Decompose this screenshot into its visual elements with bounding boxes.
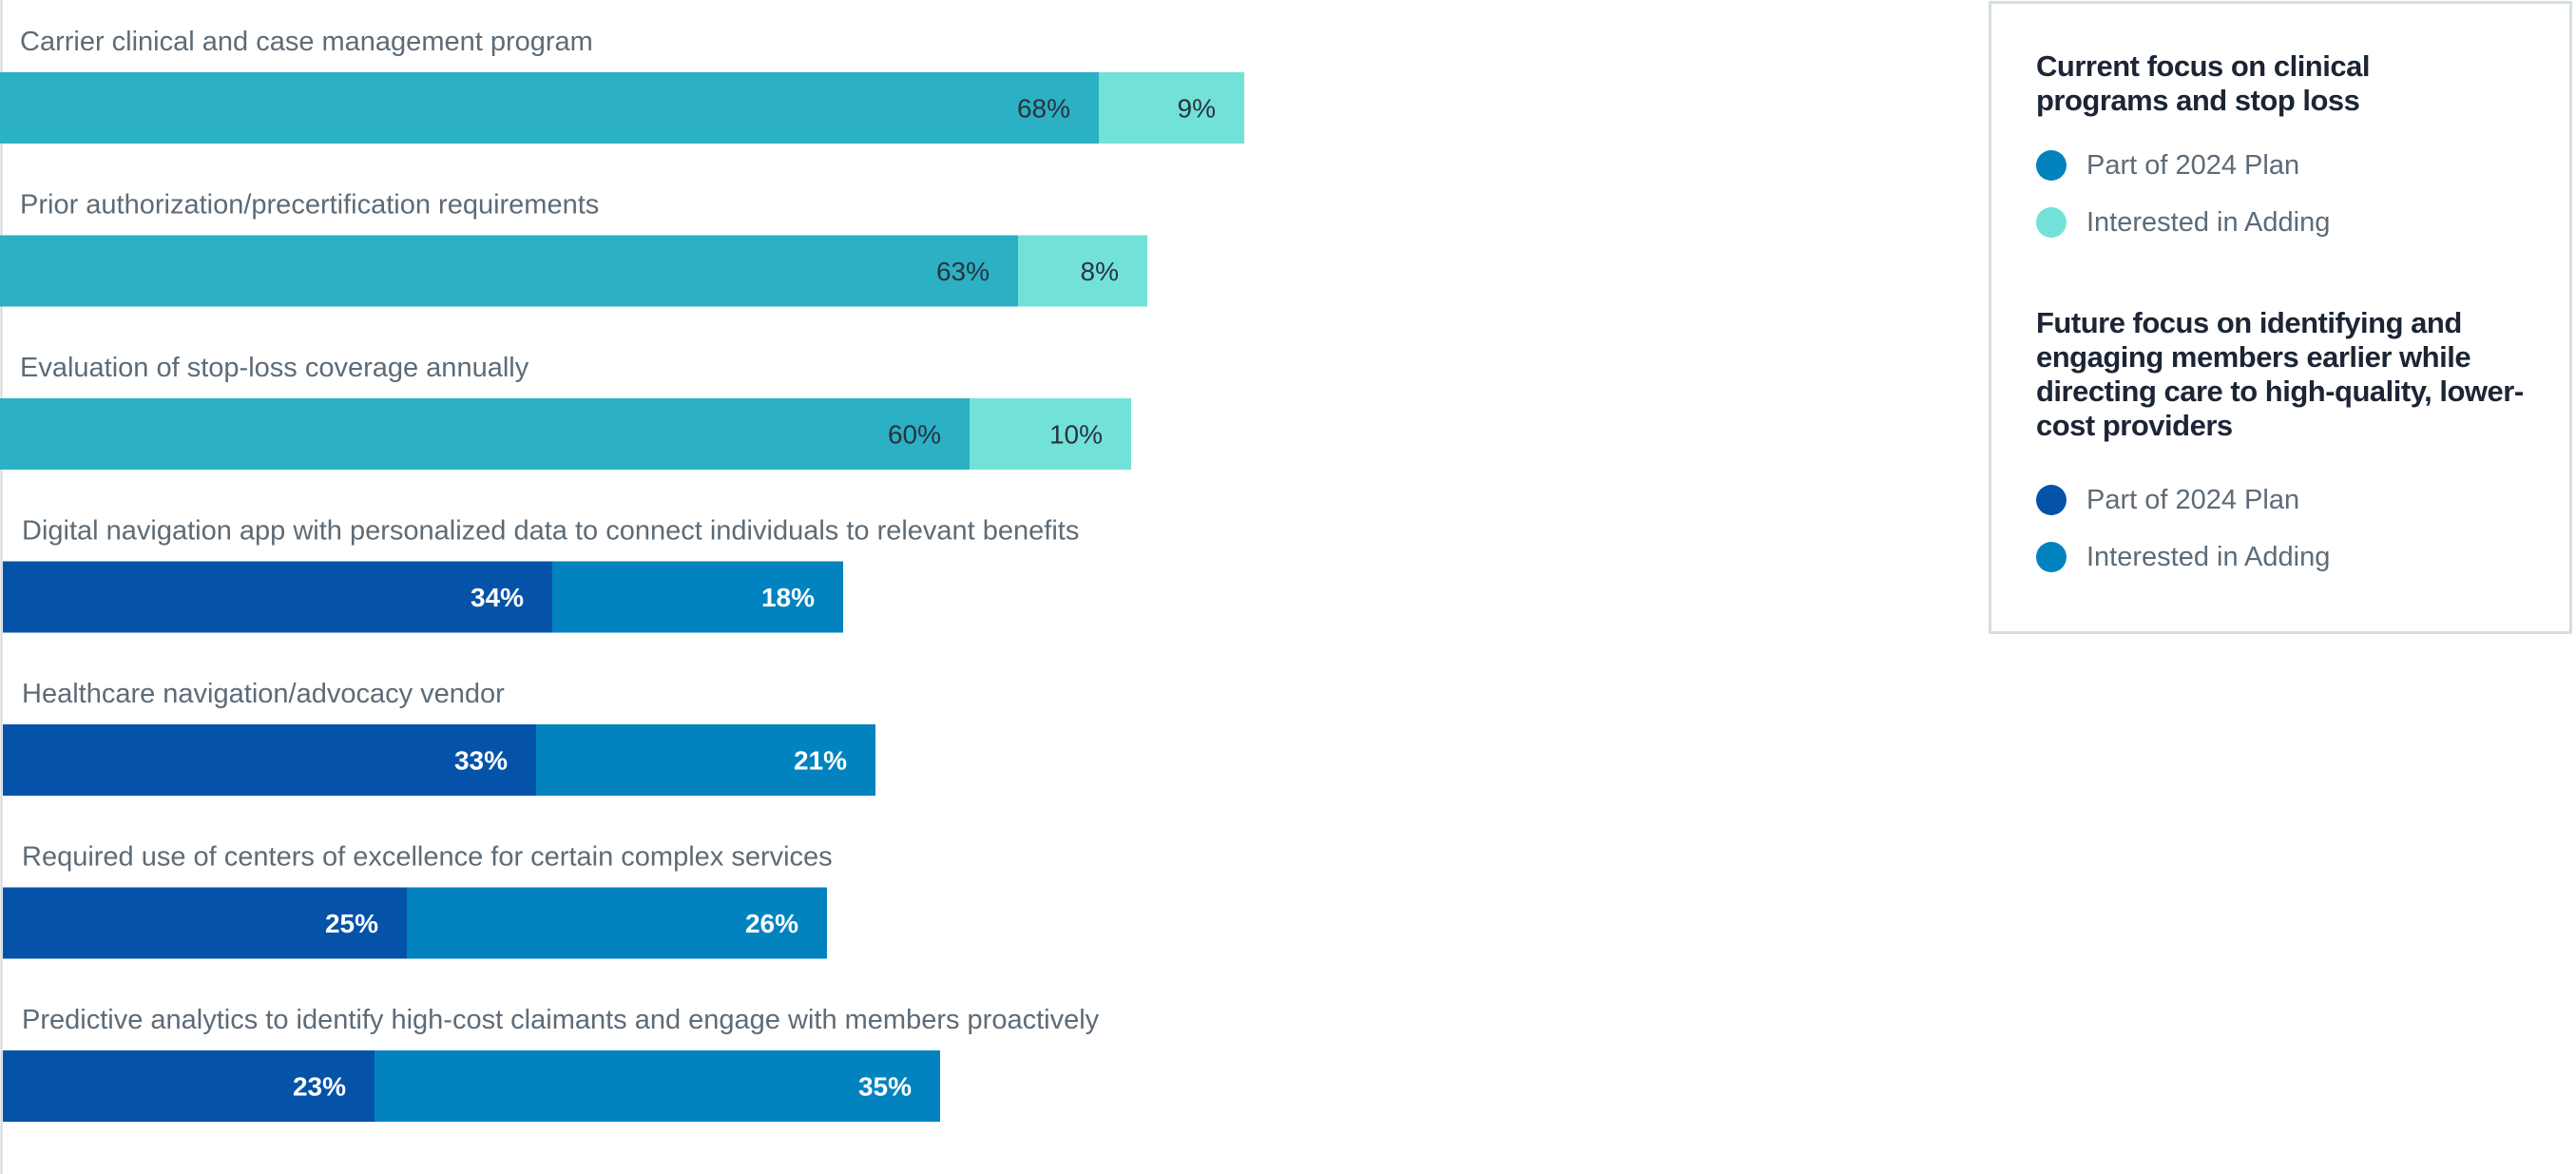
bar-part-of-plan: [0, 398, 970, 470]
legend-label: Interested in Adding: [2086, 541, 2331, 572]
legend-swatch-icon: [2036, 207, 2067, 238]
legend-group-current: Current focus on clinical programs and s…: [2036, 49, 2397, 251]
bar-value-label: 60%: [888, 420, 941, 450]
bar-value-label: 23%: [293, 1072, 346, 1102]
bar-value-label: 33%: [454, 746, 508, 776]
category-label: Predictive analytics to identify high-co…: [22, 1005, 1100, 1035]
bar-value-label: 26%: [745, 909, 798, 938]
category-label: Carrier clinical and case management pro…: [20, 27, 593, 57]
bar-interested-in-adding: [407, 887, 827, 959]
stacked-bar-chart: Carrier clinical and case management pro…: [0, 0, 1244, 1174]
category-label: Evaluation of stop-loss coverage annuall…: [20, 353, 529, 383]
legend-label: Interested in Adding: [2086, 206, 2331, 238]
bar-part-of-plan: [3, 1050, 375, 1122]
legend-item-future-interested: Interested in Adding: [2036, 529, 2530, 586]
bar-interested-in-adding: [375, 1050, 940, 1122]
bar-part-of-plan: [3, 724, 536, 796]
legend-label: Part of 2024 Plan: [2086, 484, 2300, 515]
bar-value-label: 68%: [1017, 94, 1070, 124]
legend-label: Part of 2024 Plan: [2086, 149, 2300, 181]
legend-item-current-interested: Interested in Adding: [2036, 194, 2397, 251]
bar-interested-in-adding: [536, 724, 875, 796]
bar-interested-in-adding: [1099, 72, 1244, 144]
bar-interested-in-adding: [552, 561, 843, 633]
bar-interested-in-adding: [970, 398, 1131, 470]
bar-interested-in-adding: [1018, 235, 1147, 307]
legend-title-current: Current focus on clinical programs and s…: [2036, 49, 2370, 117]
legend-swatch-icon: [2036, 485, 2067, 515]
legend-swatch-icon: [2036, 150, 2067, 181]
bar-value-label: 63%: [936, 257, 990, 286]
category-label: Digital navigation app with personalized…: [22, 516, 1079, 547]
bar-value-label: 25%: [325, 909, 378, 938]
category-label: Healthcare navigation/advocacy vendor: [22, 679, 505, 709]
category-label: Prior authorization/precertification req…: [20, 190, 599, 221]
bar-part-of-plan: [3, 887, 407, 959]
bar-value-label: 35%: [858, 1072, 912, 1102]
category-label: Required use of centers of excellence fo…: [22, 842, 833, 873]
bar-value-label: 34%: [471, 583, 524, 612]
legend-swatch-icon: [2036, 542, 2067, 572]
legend: Current focus on clinical programs and s…: [1989, 1, 2572, 634]
bar-part-of-plan: [0, 72, 1099, 144]
bar-part-of-plan: [0, 235, 1018, 307]
bar-value-label: 9%: [1178, 94, 1216, 124]
bar-part-of-plan: [3, 561, 552, 633]
bar-value-label: 8%: [1081, 257, 1119, 286]
legend-item-future-part: Part of 2024 Plan: [2036, 472, 2530, 529]
bar-value-label: 18%: [761, 583, 815, 612]
legend-title-future: Future focus on identifying and engaging…: [2036, 306, 2524, 442]
legend-group-future: Future focus on identifying and engaging…: [2036, 306, 2530, 586]
bar-value-label: 21%: [794, 746, 847, 776]
bar-value-label: 10%: [1049, 420, 1103, 450]
legend-item-current-part: Part of 2024 Plan: [2036, 137, 2397, 194]
